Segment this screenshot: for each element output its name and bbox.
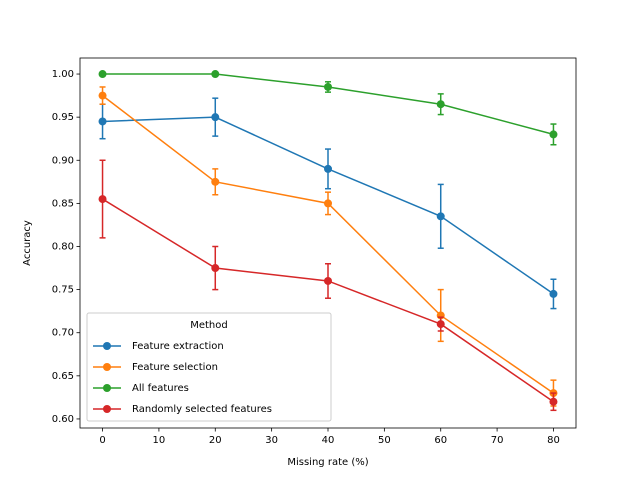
data-point [324,276,332,285]
x-tick-label: 60 [434,435,447,446]
x-tick-label: 30 [265,435,278,446]
x-tick-label: 80 [547,435,560,446]
data-point [324,199,332,208]
y-tick-label: 0.60 [52,414,74,425]
y-axis-label: Accuracy [22,220,33,266]
data-point [549,397,558,406]
legend-marker [103,342,111,350]
data-point [98,91,107,100]
data-point [211,70,220,79]
y-tick-label: 1.00 [52,69,74,80]
data-point [324,164,332,173]
data-point [211,264,220,273]
y-tick-label: 0.90 [52,155,74,166]
x-tick-label: 0 [99,435,105,446]
data-point [436,212,445,221]
data-point [211,113,220,122]
data-point [549,289,558,298]
legend-marker [103,405,111,413]
y-tick-label: 0.75 [52,285,74,296]
x-tick-label: 10 [153,435,166,446]
y-tick-label: 0.80 [52,241,74,252]
y-tick-label: 0.70 [52,328,74,339]
y-tick-label: 0.65 [52,371,74,382]
y-tick-label: 0.95 [52,112,74,123]
data-point [324,82,332,91]
legend-label: Feature selection [132,362,218,373]
legend-title: Method [190,320,228,331]
data-point [211,177,220,186]
data-point [98,70,107,79]
x-tick-label: 70 [491,435,504,446]
x-tick-label: 20 [209,435,222,446]
legend-marker [103,363,111,371]
legend-box [86,312,332,422]
x-axis-label: Missing rate (%) [287,457,368,468]
legend-label: All features [132,383,189,394]
x-tick-label: 40 [322,435,335,446]
x-tick-label: 50 [378,435,391,446]
legend-label: Feature extraction [132,341,224,352]
y-tick-label: 0.85 [52,198,74,209]
plot-frame [79,57,577,429]
legend-label: Randomly selected features [132,404,272,415]
data-point [98,117,107,126]
data-point [549,130,558,139]
legend-marker [103,384,111,392]
data-point [98,195,107,204]
data-point [436,320,445,329]
data-point [436,100,445,109]
